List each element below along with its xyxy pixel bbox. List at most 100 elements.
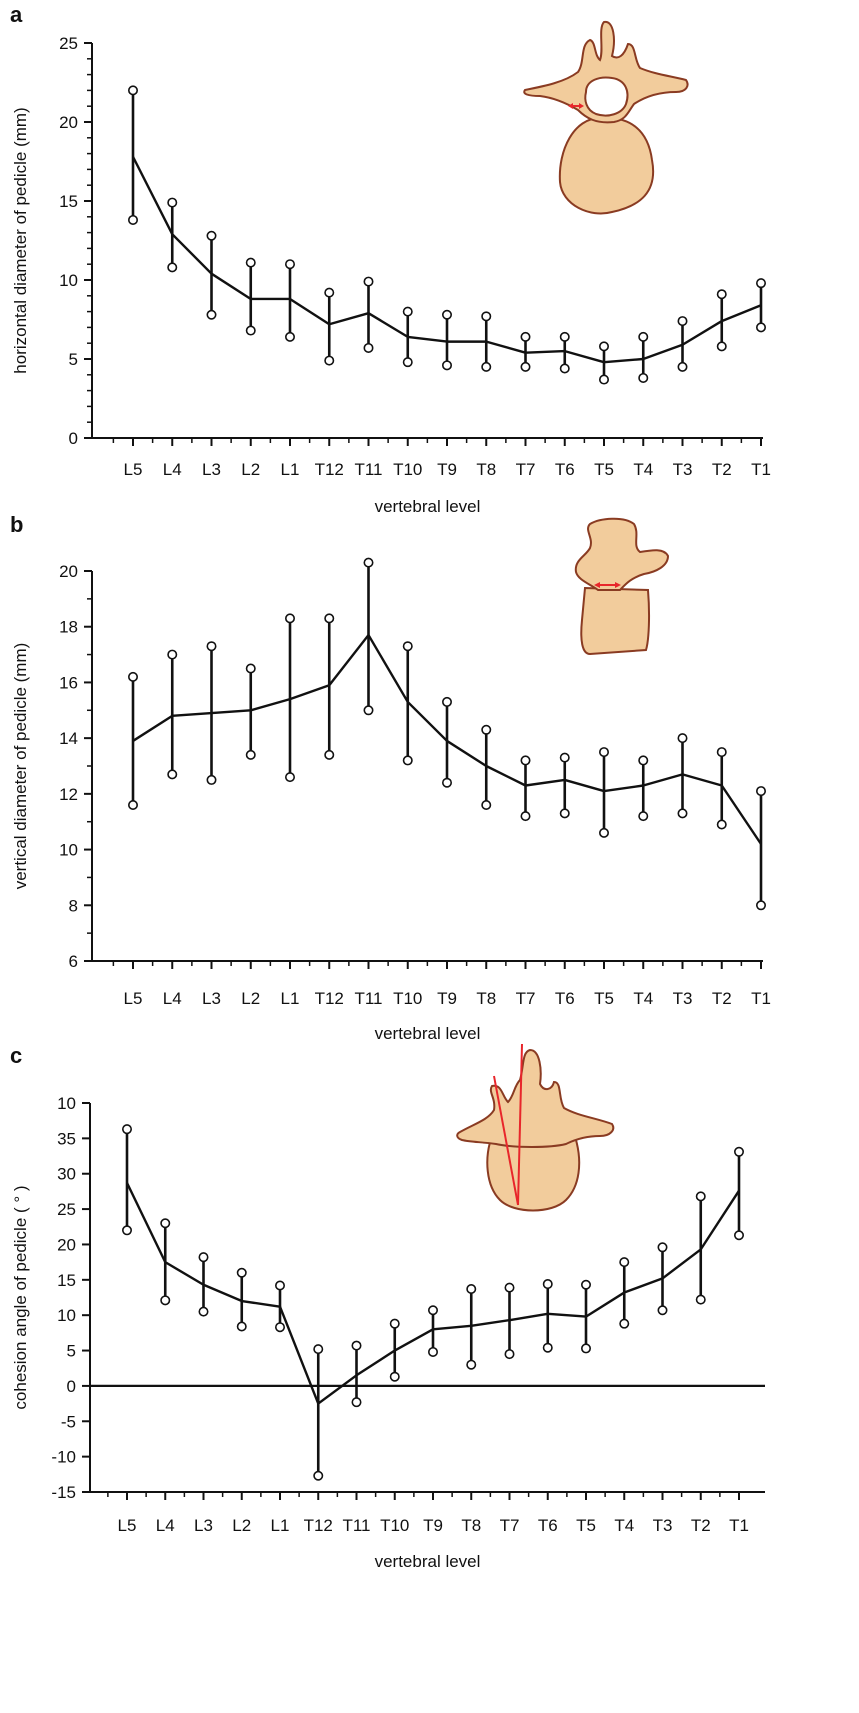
error-bar-upper-cap [167, 197, 178, 208]
error-bar-lower-cap [128, 799, 139, 810]
error-bar-upper-cap [284, 613, 295, 624]
x-tick-label: L3 [202, 989, 221, 1008]
vertebral-arch-shape [456, 1048, 615, 1148]
error-bar-upper-cap [160, 1218, 171, 1229]
error-bar-upper-cap [520, 755, 531, 766]
error-bar-lower-cap [274, 1322, 285, 1333]
error-bar-upper-cap [657, 1242, 668, 1253]
x-tick-label: T12 [315, 460, 344, 479]
error-bar-lower-cap [284, 331, 295, 342]
y-tick-label: 10 [57, 1094, 76, 1113]
x-tick-label: L3 [194, 1516, 213, 1535]
y-tick-label: 10 [59, 271, 78, 290]
error-bar-upper-cap [542, 1279, 553, 1290]
error-bar-lower-cap [481, 361, 492, 372]
y-tick-label: 5 [69, 350, 78, 369]
y-axis-title: vertical diameter of pedicle (mm) [11, 643, 30, 890]
error-bar-upper-cap [206, 230, 217, 241]
vertebral-body-shape [558, 116, 655, 215]
error-bar-upper-cap [638, 755, 649, 766]
error-bar-upper-cap [427, 1305, 438, 1316]
x-tick-label: T4 [614, 1516, 634, 1535]
error-bar-lower-cap [677, 808, 688, 819]
error-bar-upper-cap [128, 671, 139, 682]
x-tick-label: T8 [476, 460, 496, 479]
error-bar-upper-cap [363, 557, 374, 568]
x-tick-label: T7 [516, 989, 536, 1008]
y-axis-title: cohesion angle of pedicle ( ° ) [11, 1185, 30, 1409]
x-tick-label: T11 [342, 1516, 370, 1535]
series-mean-line [125, 1182, 741, 1405]
error-bar-lower-cap [402, 357, 413, 368]
panel-letter: b [10, 512, 23, 537]
error-bar-upper-cap [122, 1124, 133, 1135]
error-bar-upper-cap [313, 1344, 324, 1355]
x-tick-label: L1 [271, 1516, 290, 1535]
y-tick-label: 20 [57, 1235, 76, 1254]
error-bar-upper-cap [520, 331, 531, 342]
error-bar-lower-cap [504, 1349, 515, 1360]
x-axis-title: vertebral level [375, 1024, 481, 1043]
error-bar-lower-cap [389, 1371, 400, 1382]
y-tick-label: 15 [59, 192, 78, 211]
error-bar-lower-cap [363, 342, 374, 353]
error-bar-upper-cap [598, 341, 609, 352]
x-tick-label: L2 [232, 1516, 251, 1535]
x-tick-label: T2 [691, 1516, 711, 1535]
x-tick-label: T7 [516, 460, 536, 479]
vertebral-arch-shape [523, 20, 689, 124]
error-bar-lower-cap [363, 705, 374, 716]
x-tick-label: L4 [163, 989, 182, 1008]
y-tick-label: 0 [69, 429, 78, 448]
error-bar-upper-cap [677, 316, 688, 327]
error-bar-upper-cap [466, 1284, 477, 1295]
x-tick-label: L4 [163, 460, 182, 479]
error-bar-lower-cap [542, 1342, 553, 1353]
error-bar-lower-cap [167, 769, 178, 780]
error-bar-upper-cap [236, 1267, 247, 1278]
error-bar-upper-cap [441, 696, 452, 707]
error-bar-upper-cap [324, 287, 335, 298]
x-tick-label: L5 [124, 989, 143, 1008]
error-bar-lower-cap [559, 808, 570, 819]
x-tick-label: T10 [380, 1516, 409, 1535]
x-tick-label: T4 [633, 460, 653, 479]
x-tick-label: T11 [354, 460, 382, 479]
x-tick-label: T5 [594, 989, 614, 1008]
x-tick-label: L5 [118, 1516, 137, 1535]
error-bar-upper-cap [206, 641, 217, 652]
error-bar-lower-cap [284, 772, 295, 783]
error-bar-lower-cap [716, 819, 727, 830]
error-bar-lower-cap [466, 1359, 477, 1370]
x-tick-label: L2 [241, 460, 260, 479]
x-tick-label: T8 [476, 989, 496, 1008]
error-bar-lower-cap [520, 361, 531, 372]
y-tick-label: 15 [57, 1271, 76, 1290]
y-tick-label: -5 [61, 1412, 76, 1431]
error-bar-upper-cap [504, 1282, 515, 1293]
error-bar-upper-cap [677, 733, 688, 744]
error-bar-upper-cap [716, 289, 727, 300]
x-tick-label: T8 [461, 1516, 481, 1535]
x-tick-label: L1 [281, 989, 300, 1008]
error-bar-lower-cap [160, 1295, 171, 1306]
arrow-heads [568, 103, 584, 109]
error-bar-upper-cap [559, 752, 570, 763]
error-bar-lower-cap [598, 827, 609, 838]
error-bar-upper-cap [755, 278, 766, 289]
error-bar-lower-cap [638, 372, 649, 383]
error-bar-upper-cap [733, 1146, 744, 1157]
error-bar-upper-cap [441, 309, 452, 320]
error-bar-lower-cap [619, 1318, 630, 1329]
y-tick-label: 25 [59, 34, 78, 53]
error-bar-upper-cap [198, 1252, 209, 1263]
error-bar-upper-cap [284, 259, 295, 270]
error-bar-lower-cap [755, 900, 766, 911]
y-tick-label: 6 [69, 952, 78, 971]
chart-panel-a: a 0 5 10 15 20 25 L5 L4 L3 L2 L1 T12 T11 T10 T9 T8 T7 T6 T5… [10, 2, 771, 516]
error-bar-lower-cap [206, 309, 217, 320]
x-tick-label: T6 [538, 1516, 558, 1535]
error-bar-lower-cap [245, 325, 256, 336]
x-tick-label: L5 [124, 460, 143, 479]
